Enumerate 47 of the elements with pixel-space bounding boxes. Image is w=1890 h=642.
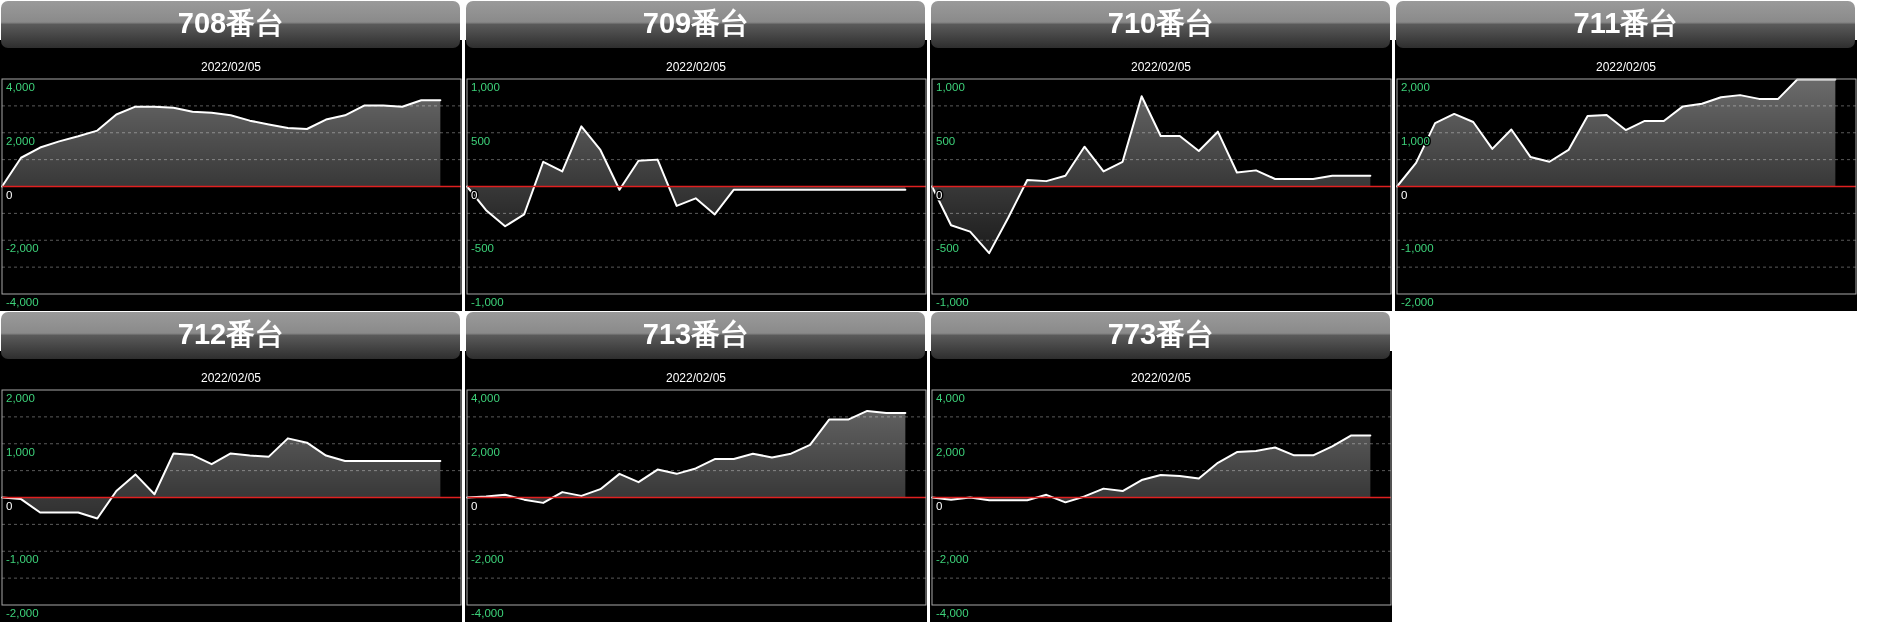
y-tick-label: 2,000	[6, 134, 35, 147]
y-tick-label: -4,000	[6, 296, 39, 308]
chart-title: 713番台	[642, 318, 750, 350]
y-tick-label: 0	[6, 499, 13, 512]
y-tick-label: -4,000	[936, 607, 969, 619]
chart-subtitle: 2022/02/05	[665, 60, 727, 74]
y-tick-label: -2,000	[936, 553, 969, 566]
y-tick-label: -4,000	[471, 607, 504, 619]
y-tick-label: -500	[936, 242, 960, 255]
y-tick-label: 500	[471, 134, 491, 147]
chart-title: 710番台	[1107, 7, 1215, 39]
y-tick-label: 1,000	[471, 81, 500, 93]
y-tick-label: 0	[1401, 188, 1408, 201]
y-tick-label: 4,000	[471, 392, 500, 404]
chart-subtitle: 2022/02/05	[1130, 371, 1192, 385]
chart-subtitle: 2022/02/05	[665, 371, 727, 385]
y-tick-label: -500	[471, 242, 495, 255]
y-tick-label: -2,000	[1401, 296, 1434, 308]
y-tick-label: 4,000	[6, 81, 35, 93]
y-tick-label: 1,000	[936, 81, 965, 93]
chart-title: 773番台	[1107, 318, 1215, 350]
y-tick-label: 2,000	[471, 445, 500, 458]
y-tick-label: 2,000	[6, 392, 35, 404]
chart-title: 708番台	[177, 7, 285, 39]
y-tick-label: -2,000	[6, 607, 39, 619]
chart-title: 709番台	[642, 7, 750, 39]
y-tick-label: -1,000	[1401, 242, 1434, 255]
y-tick-label: -2,000	[471, 553, 504, 566]
y-tick-label: 2,000	[1401, 81, 1430, 93]
y-tick-label: 1,000	[6, 445, 35, 458]
chart-subtitle: 2022/02/05	[1595, 60, 1657, 74]
y-tick-label: 500	[936, 134, 956, 147]
chart-title: 712番台	[177, 318, 285, 350]
chart-subtitle: 2022/02/05	[200, 60, 262, 74]
chart-subtitle: 2022/02/05	[200, 371, 262, 385]
y-tick-label: -2,000	[6, 242, 39, 255]
y-tick-label: 0	[936, 188, 943, 201]
y-tick-label: 0	[471, 499, 478, 512]
y-tick-label: -1,000	[936, 296, 969, 308]
y-tick-label: -1,000	[6, 553, 39, 566]
y-tick-label: 0	[6, 188, 13, 201]
y-tick-label: 0	[936, 499, 943, 512]
chart-subtitle: 2022/02/05	[1130, 60, 1192, 74]
y-tick-label: 2,000	[936, 445, 965, 458]
y-tick-label: -1,000	[471, 296, 504, 308]
y-tick-label: 4,000	[936, 392, 965, 404]
chart-title: 711番台	[1573, 7, 1679, 39]
